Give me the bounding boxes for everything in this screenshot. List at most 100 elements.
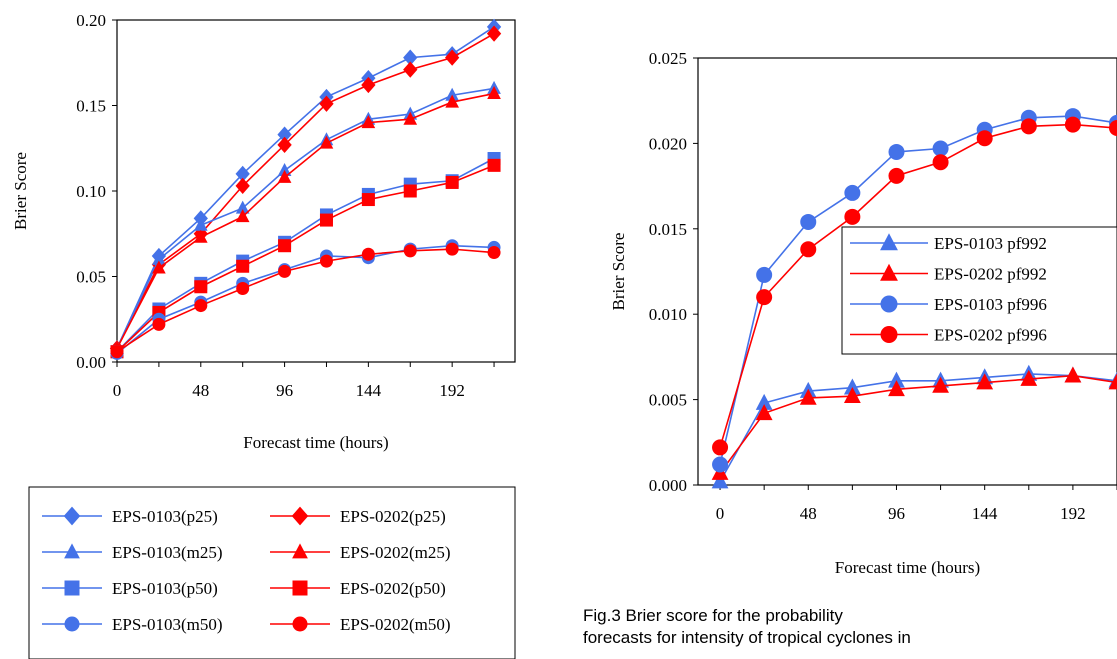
legend-marker <box>880 326 898 343</box>
data-point <box>844 208 861 225</box>
data-point <box>976 373 994 390</box>
left-chart: 0.00 0.05 0.10 0.15 0.20 0 48 96 144 192 Forecast … <box>11 11 516 452</box>
data-point <box>278 264 292 278</box>
data-point <box>1064 116 1081 133</box>
legend-marker <box>292 616 308 632</box>
x-tick-label: 48 <box>800 504 817 523</box>
data-point <box>843 386 861 403</box>
data-point <box>888 143 905 160</box>
data-point <box>235 209 250 223</box>
data-point <box>277 126 292 143</box>
data-point <box>1108 373 1117 390</box>
data-point <box>1064 366 1082 383</box>
data-point <box>194 299 208 313</box>
legend-label: EPS-0202(p25) <box>340 507 446 526</box>
legend-label: EPS-0103(m50) <box>112 615 223 634</box>
legend-marker <box>64 616 80 632</box>
y-tick-label: 0.10 <box>76 182 106 201</box>
legend-label: EPS-0103 pf992 <box>934 234 1047 253</box>
data-point <box>1020 369 1038 386</box>
figure-caption: Fig.3 Brier score for the probability fo… <box>583 605 1117 649</box>
data-point <box>403 49 418 66</box>
data-point <box>712 439 729 456</box>
legend-label: EPS-0202 pf996 <box>934 326 1047 345</box>
legend-label: EPS-0202(p50) <box>340 579 446 598</box>
data-point <box>486 25 502 42</box>
y-tick-label: 0.025 <box>649 49 687 68</box>
data-point <box>193 217 208 231</box>
data-point <box>756 266 773 283</box>
y-tick-label: 0.020 <box>649 134 687 153</box>
data-point <box>445 94 459 108</box>
data-point <box>843 378 861 395</box>
data-point <box>236 281 250 295</box>
data-point <box>278 239 292 253</box>
data-point <box>152 251 166 265</box>
y-tick-label: 0.010 <box>649 305 687 324</box>
series-line <box>116 244 495 355</box>
data-point <box>756 289 773 306</box>
legend-marker <box>292 580 308 596</box>
legend-marker <box>880 233 898 251</box>
data-point <box>844 184 861 201</box>
y-tick-label: 0.20 <box>76 11 106 30</box>
x-tick-label: 96 <box>888 504 905 523</box>
y-tick-label: 0.15 <box>76 97 106 116</box>
y-tick-label: 0.015 <box>649 220 687 239</box>
plot-area <box>116 19 516 363</box>
legend-marker <box>64 543 80 559</box>
data-point <box>152 317 166 331</box>
data-point <box>755 404 773 421</box>
data-point <box>193 229 208 243</box>
data-point <box>319 135 334 149</box>
data-point <box>932 376 949 393</box>
series-line <box>719 373 1117 482</box>
data-point <box>319 254 333 268</box>
legend-label: EPS-0202(m25) <box>340 543 451 562</box>
x-axis-label: Forecast time (hours) <box>243 433 388 452</box>
data-point <box>277 169 292 183</box>
y-tick-label: 0.005 <box>649 391 687 410</box>
data-point <box>110 345 124 359</box>
data-point <box>445 242 459 256</box>
x-tick-label: 192 <box>1060 504 1086 523</box>
x-tick-label: 192 <box>439 381 465 400</box>
series-line <box>116 26 495 349</box>
data-point <box>1020 118 1037 135</box>
data-point <box>487 86 501 100</box>
left-legend: EPS-0103(p25) EPS-0202(p25) EPS-0103(m25) E… <box>28 486 516 659</box>
y-tick-label: 0.05 <box>76 268 106 287</box>
legend-marker <box>63 506 81 526</box>
data-point <box>235 165 250 183</box>
data-point <box>1109 120 1117 137</box>
x-tick-label: 0 <box>716 504 725 523</box>
data-point <box>152 260 166 274</box>
data-point <box>712 456 729 473</box>
data-point <box>235 177 250 194</box>
legend-marker <box>64 580 80 596</box>
data-point <box>277 163 292 177</box>
data-point <box>932 154 949 171</box>
series-line <box>116 92 495 349</box>
data-point <box>361 193 375 207</box>
data-point <box>487 246 501 260</box>
legend-label: EPS-0103 pf996 <box>934 295 1047 314</box>
legend-marker <box>880 263 898 281</box>
data-point <box>445 49 460 66</box>
data-point <box>235 200 250 214</box>
data-point <box>888 371 905 388</box>
caption-line-2: forecasts for intensity of tropical cycl… <box>583 628 911 647</box>
data-point <box>403 244 417 258</box>
x-tick-label: 0 <box>113 381 122 400</box>
legend-label: EPS-0202(m50) <box>340 615 451 634</box>
data-point <box>976 130 993 147</box>
series-line <box>719 374 1117 474</box>
series-line <box>116 87 495 349</box>
data-point <box>445 87 459 101</box>
data-point <box>445 175 459 189</box>
data-point <box>194 280 208 294</box>
legend-marker <box>292 543 308 559</box>
data-point <box>361 247 375 261</box>
data-point <box>361 76 376 94</box>
